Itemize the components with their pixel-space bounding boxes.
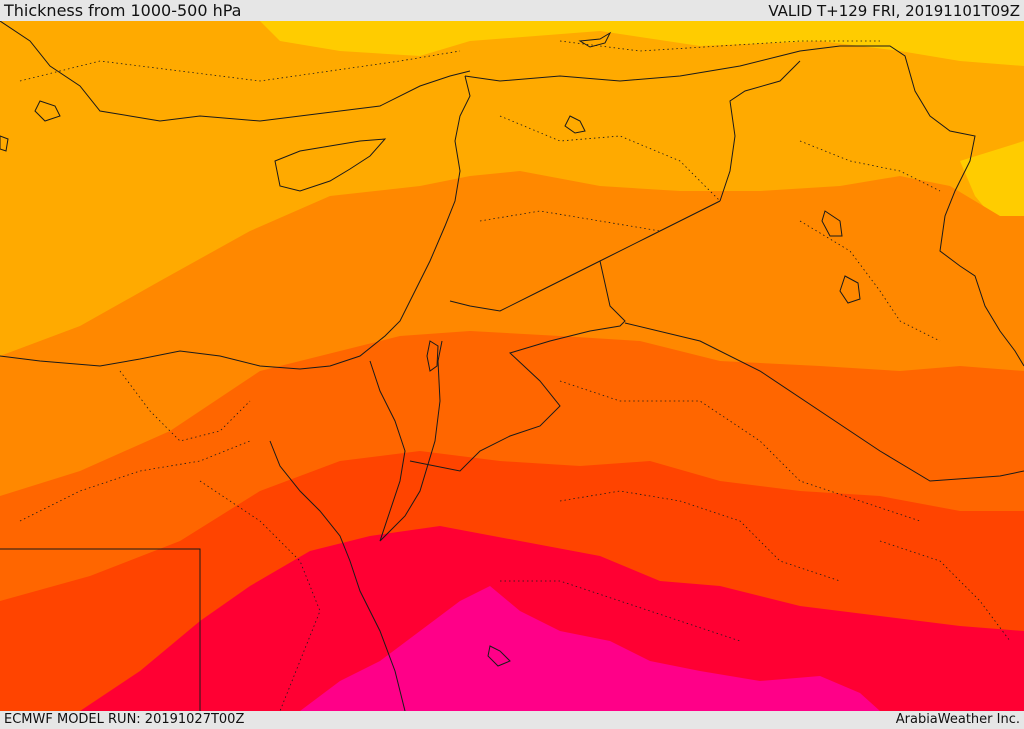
footer-bar: ECMWF MODEL RUN: 20191027T00Z ArabiaWeat… xyxy=(0,711,1024,729)
band-yellow-east xyxy=(960,141,1024,231)
province-lines xyxy=(19,40,1011,711)
band-yellow-north xyxy=(260,21,1024,66)
map-title: Thickness from 1000-500 hPa xyxy=(4,1,242,20)
credit-text: ArabiaWeather Inc. xyxy=(895,712,1020,727)
model-run: ECMWF MODEL RUN: 20191027T00Z xyxy=(4,712,245,727)
band-crimson xyxy=(80,526,1024,711)
valid-time: VALID T+129 FRI, 20191101T09Z xyxy=(768,2,1020,20)
band-magenta xyxy=(300,586,880,711)
country-borders xyxy=(0,21,1024,711)
coastline-details xyxy=(0,31,861,667)
header-bar: Thickness from 1000-500 hPa VALID T+129 … xyxy=(0,0,1024,21)
thickness-map xyxy=(0,21,1024,711)
